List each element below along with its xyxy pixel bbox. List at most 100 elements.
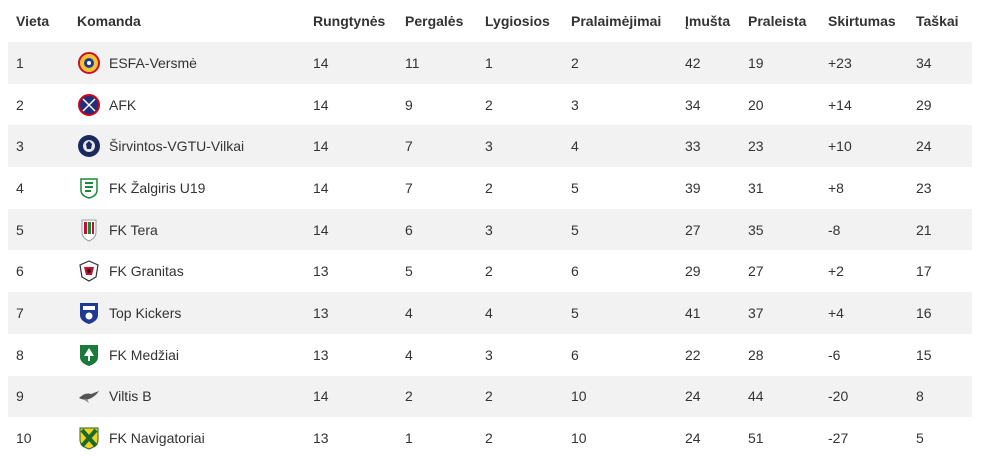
scored-cell: 22	[685, 346, 701, 363]
scored-cell: 27	[685, 221, 701, 238]
table-row: 8 FK Medžiai 13 4 3 6 22 28 -6 15	[8, 333, 972, 376]
team-name[interactable]: FK Medžiai	[109, 346, 180, 363]
draw-cell: 2	[485, 179, 493, 196]
lost-cell: 10	[571, 388, 587, 405]
draw-cell: 3	[485, 138, 493, 155]
standings-table: Vieta Komanda Rungtynės Pergalės Lygiosi…	[8, 0, 972, 459]
scored-cell: 24	[685, 430, 701, 447]
lost-cell: 3	[571, 96, 579, 113]
header-points[interactable]: Taškai	[908, 0, 972, 42]
position-cell: 7	[16, 304, 24, 321]
header-won[interactable]: Pergalės	[397, 0, 477, 42]
team-name[interactable]: FK Granitas	[109, 263, 184, 280]
lost-cell: 6	[571, 263, 579, 280]
team-name[interactable]: FK Navigatoriai	[109, 430, 205, 447]
team-name[interactable]: Viltis B	[109, 388, 152, 405]
played-cell: 14	[313, 96, 329, 113]
played-cell: 13	[313, 430, 329, 447]
table-row: 9 Viltis B 14 2 2 10 24 44 -20 8	[8, 375, 972, 418]
won-cell: 11	[405, 54, 420, 71]
difference-cell: -8	[828, 221, 841, 238]
scored-cell: 24	[685, 388, 701, 405]
scored-cell: 34	[685, 96, 701, 113]
position-cell: 10	[16, 430, 32, 447]
points-cell: 16	[916, 304, 932, 321]
points-cell: 15	[916, 346, 932, 363]
won-cell: 7	[405, 179, 413, 196]
draw-cell: 2	[485, 96, 493, 113]
points-cell: 29	[916, 96, 932, 113]
table-row: 7 Top Kickers 13 4 4 5 41 37 +4 16	[8, 292, 972, 334]
conceded-cell: 20	[748, 96, 764, 113]
conceded-cell: 37	[748, 304, 764, 321]
conceded-cell: 23	[748, 138, 764, 155]
team-cell: AFK	[69, 84, 305, 126]
lost-cell: 5	[571, 304, 579, 321]
header-position[interactable]: Vieta	[8, 0, 69, 42]
played-cell: 13	[313, 263, 329, 280]
scored-cell: 33	[685, 138, 701, 155]
granitas-logo-icon	[77, 259, 101, 283]
played-cell: 14	[313, 221, 329, 238]
points-cell: 5	[916, 430, 924, 447]
won-cell: 5	[405, 263, 413, 280]
header-lost[interactable]: Pralaimėjimai	[563, 0, 677, 42]
draw-cell: 4	[485, 304, 493, 321]
won-cell: 4	[405, 346, 413, 363]
table-row: 6 FK Granitas 13 5 2 6 29 27 +2 17	[8, 250, 972, 293]
header-difference[interactable]: Skirtumas	[820, 0, 908, 42]
team-name[interactable]: AFK	[109, 96, 137, 113]
lost-cell: 6	[571, 346, 579, 363]
won-cell: 2	[405, 388, 413, 405]
header-draw[interactable]: Lygiosios	[477, 0, 563, 42]
draw-cell: 1	[485, 54, 493, 71]
won-cell: 1	[405, 430, 413, 447]
medziai-logo-icon	[77, 343, 101, 367]
position-cell: 2	[16, 96, 24, 113]
top-kickers-logo-icon	[77, 301, 101, 325]
conceded-cell: 19	[748, 54, 764, 71]
draw-cell: 2	[485, 388, 493, 405]
points-cell: 34	[916, 54, 932, 71]
team-name[interactable]: FK Tera	[109, 221, 158, 238]
conceded-cell: 31	[748, 179, 764, 196]
position-cell: 9	[16, 388, 24, 405]
played-cell: 14	[313, 54, 329, 71]
lost-cell: 5	[571, 221, 579, 238]
points-cell: 21	[916, 221, 932, 238]
position-cell: 8	[16, 346, 24, 363]
played-cell: 14	[313, 179, 329, 196]
draw-cell: 2	[485, 430, 493, 447]
team-cell: FK Medžiai	[69, 334, 305, 376]
scored-cell: 41	[685, 304, 701, 321]
viltis-logo-icon	[77, 384, 101, 408]
team-name[interactable]: Širvintos-VGTU-Vilkai	[109, 138, 245, 155]
scored-cell: 39	[685, 179, 701, 196]
won-cell: 6	[405, 221, 413, 238]
difference-cell: +4	[828, 304, 844, 321]
played-cell: 13	[313, 304, 329, 321]
team-name[interactable]: ESFA-Versmė	[109, 54, 197, 71]
draw-cell: 3	[485, 221, 493, 238]
conceded-cell: 35	[748, 221, 764, 238]
team-cell: FK Navigatoriai	[69, 417, 305, 459]
header-team[interactable]: Komanda	[69, 0, 305, 42]
header-row: Vieta Komanda Rungtynės Pergalės Lygiosi…	[8, 0, 972, 42]
team-name[interactable]: FK Žalgiris U19	[109, 179, 206, 196]
points-cell: 23	[916, 179, 932, 196]
team-cell: Širvintos-VGTU-Vilkai	[69, 125, 305, 167]
team-name[interactable]: Top Kickers	[109, 304, 182, 321]
header-conceded[interactable]: Praleista	[740, 0, 820, 42]
header-played[interactable]: Rungtynės	[305, 0, 397, 42]
table-row: 10 FK Navigatoriai 13 1 2 10 24 51 -27 5	[8, 417, 972, 459]
difference-cell: -6	[828, 346, 841, 363]
header-scored[interactable]: Įmušta	[677, 0, 740, 42]
team-cell: FK Granitas	[69, 250, 305, 292]
team-cell: Top Kickers	[69, 292, 305, 334]
played-cell: 14	[313, 138, 329, 155]
scored-cell: 42	[685, 54, 701, 71]
team-cell: FK Žalgiris U19	[69, 167, 305, 209]
conceded-cell: 51	[748, 430, 764, 447]
team-cell: Viltis B	[69, 376, 305, 418]
zalgiris-logo-icon	[77, 176, 101, 200]
